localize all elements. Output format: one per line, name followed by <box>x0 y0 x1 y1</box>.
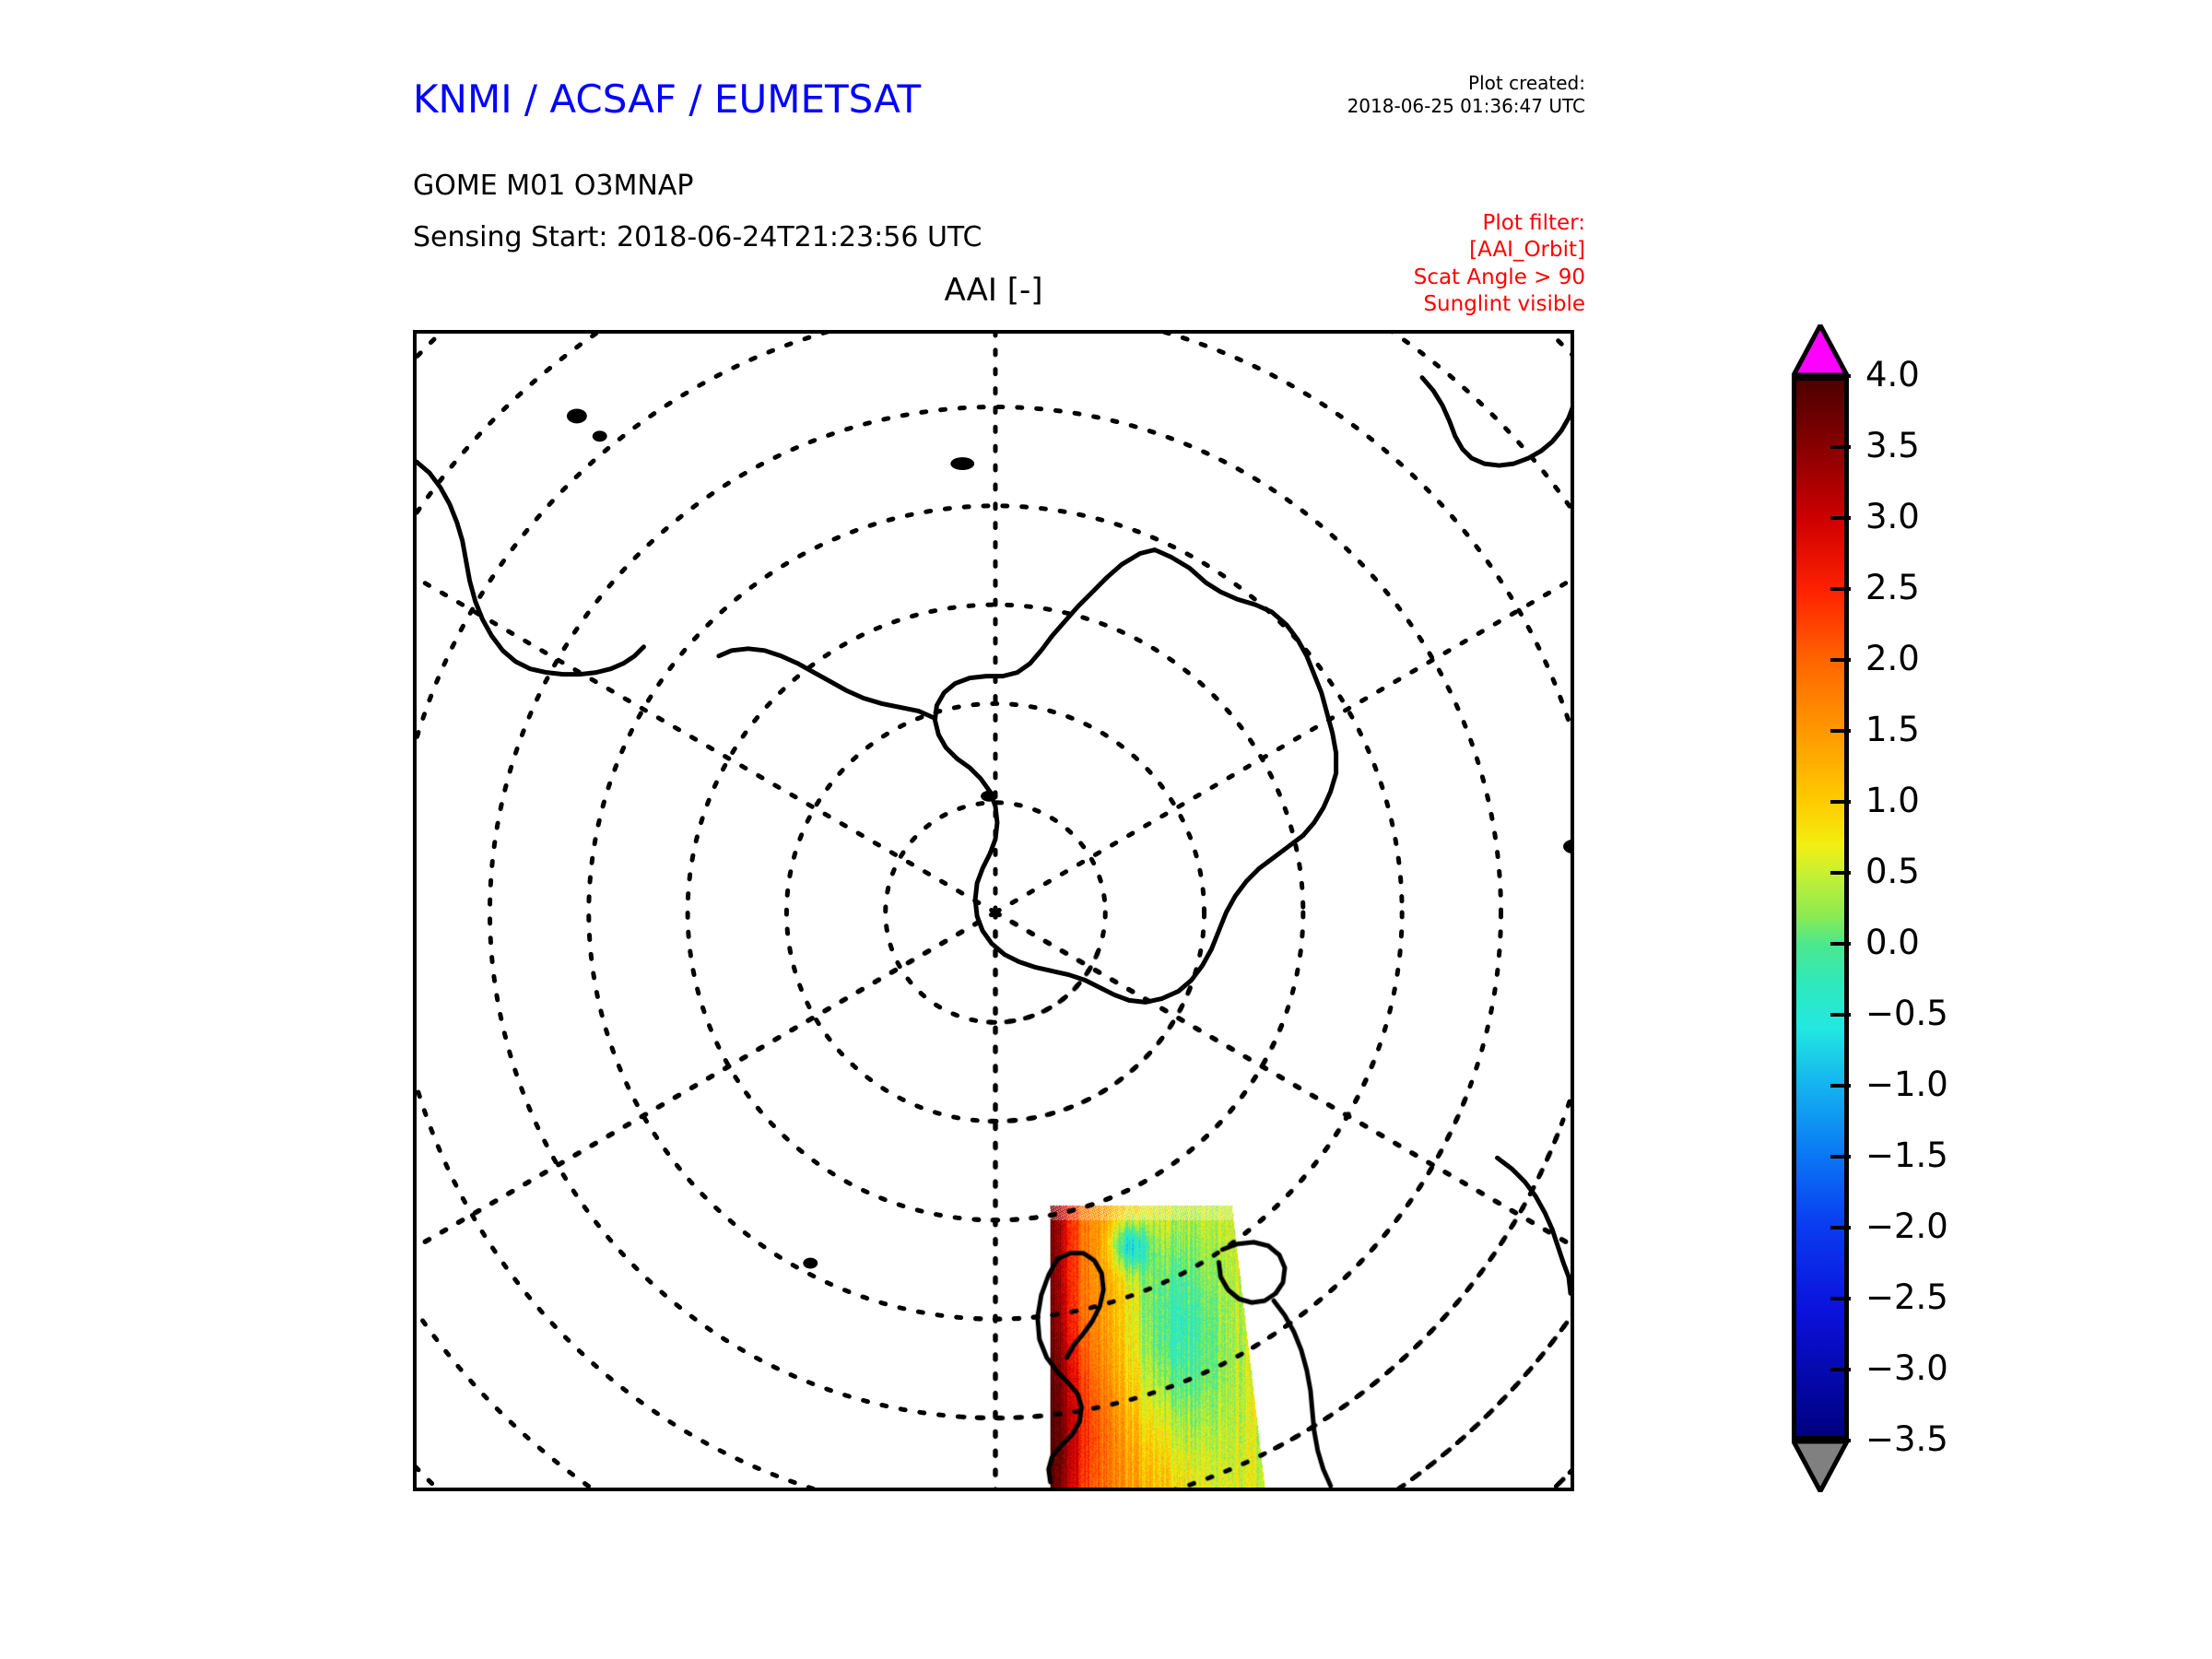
colorbar-tick-label: −2.0 <box>1865 1206 1948 1246</box>
colorbar-tick-label: 3.0 <box>1865 497 1920 536</box>
colorbar-tick-mark <box>1830 1368 1851 1371</box>
colorbar-under-range-arrow <box>1792 1441 1849 1492</box>
colorbar-tick-label: 2.5 <box>1865 568 1920 607</box>
colorbar-tick-mark <box>1830 729 1851 733</box>
colorbar-tick-mark <box>1830 1013 1851 1017</box>
colorbar-tick-mark <box>1830 445 1851 449</box>
plot-created-label: Plot created: <box>1468 72 1585 94</box>
plot-created-timestamp: 2018-06-25 01:36:47 UTC <box>1347 95 1585 117</box>
colorbar-tick-mark <box>1830 1226 1851 1230</box>
colorbar-tick-mark <box>1830 658 1851 662</box>
plot-filter-orbit: [AAI_Orbit] <box>1469 238 1585 263</box>
polar-map <box>417 334 1571 1488</box>
colorbar[interactable]: 4.0 3.5 3.0 2.5 2.0 1.5 1.0 0.5 0.0 −0.5 −1.0 −1.5 −… <box>1786 324 2026 1504</box>
colorbar-over-arrow-outline <box>1792 324 1849 376</box>
colorbar-tick-mark <box>1830 374 1851 378</box>
plot-created-block: Plot created: 2018-06-25 01:36:47 UTC <box>1347 72 1585 118</box>
colorbar-tick-mark <box>1830 942 1851 946</box>
plot-filter-label: Plot filter: <box>1482 211 1585 235</box>
colorbar-tick-mark <box>1830 587 1851 591</box>
colorbar-tick-mark <box>1830 800 1851 804</box>
colorbar-tick-label: −2.5 <box>1865 1277 1948 1317</box>
colorbar-tick-label: 0.0 <box>1865 923 1920 962</box>
colorbar-tick-label: 4.0 <box>1865 355 1920 394</box>
colorbar-tick-mark <box>1830 1084 1851 1088</box>
colorbar-tick-mark <box>1830 1439 1851 1442</box>
colorbar-tick-label: 1.5 <box>1865 710 1920 749</box>
plot-filter-sunglint: Sunglint visible <box>1423 292 1585 317</box>
colorbar-tick-label: −3.0 <box>1865 1348 1948 1388</box>
colorbar-tick-label: −3.5 <box>1865 1419 1948 1459</box>
dataset-name: GOME M01 O3MNAP <box>413 170 694 202</box>
sensing-start: Sensing Start: 2018-06-24T21:23:56 UTC <box>413 221 982 253</box>
plot-filter-scat-angle: Scat Angle > 90 <box>1413 265 1585 289</box>
colorbar-tick-label: −1.5 <box>1865 1135 1948 1175</box>
colorbar-tick-label: 2.0 <box>1865 639 1920 678</box>
colorbar-tick-mark <box>1830 1155 1851 1159</box>
colorbar-under-arrow-outline <box>1792 1441 1849 1492</box>
plot-filter-block: Plot filter: [AAI_Orbit] Scat Angle > 90… <box>1414 210 1585 319</box>
colorbar-tick-mark <box>1830 1297 1851 1300</box>
colorbar-over-range-arrow <box>1792 324 1849 376</box>
colorbar-tick-mark <box>1830 871 1851 875</box>
graticule-grid <box>417 334 1571 1488</box>
organization-title: KNMI / ACSAF / EUMETSAT <box>413 76 922 122</box>
colorbar-tick-label: −0.5 <box>1865 994 1948 1033</box>
colorbar-tick-mark <box>1830 516 1851 520</box>
colorbar-tick-label: 0.5 <box>1865 852 1920 891</box>
map-plot-area[interactable] <box>413 330 1574 1491</box>
colorbar-tick-label: 3.5 <box>1865 426 1920 465</box>
colorbar-tick-label: 1.0 <box>1865 781 1920 820</box>
colorbar-tick-label: −1.0 <box>1865 1065 1948 1104</box>
page-title: AAI [-] <box>944 272 1043 309</box>
colorbar-gradient <box>1792 376 1849 1441</box>
